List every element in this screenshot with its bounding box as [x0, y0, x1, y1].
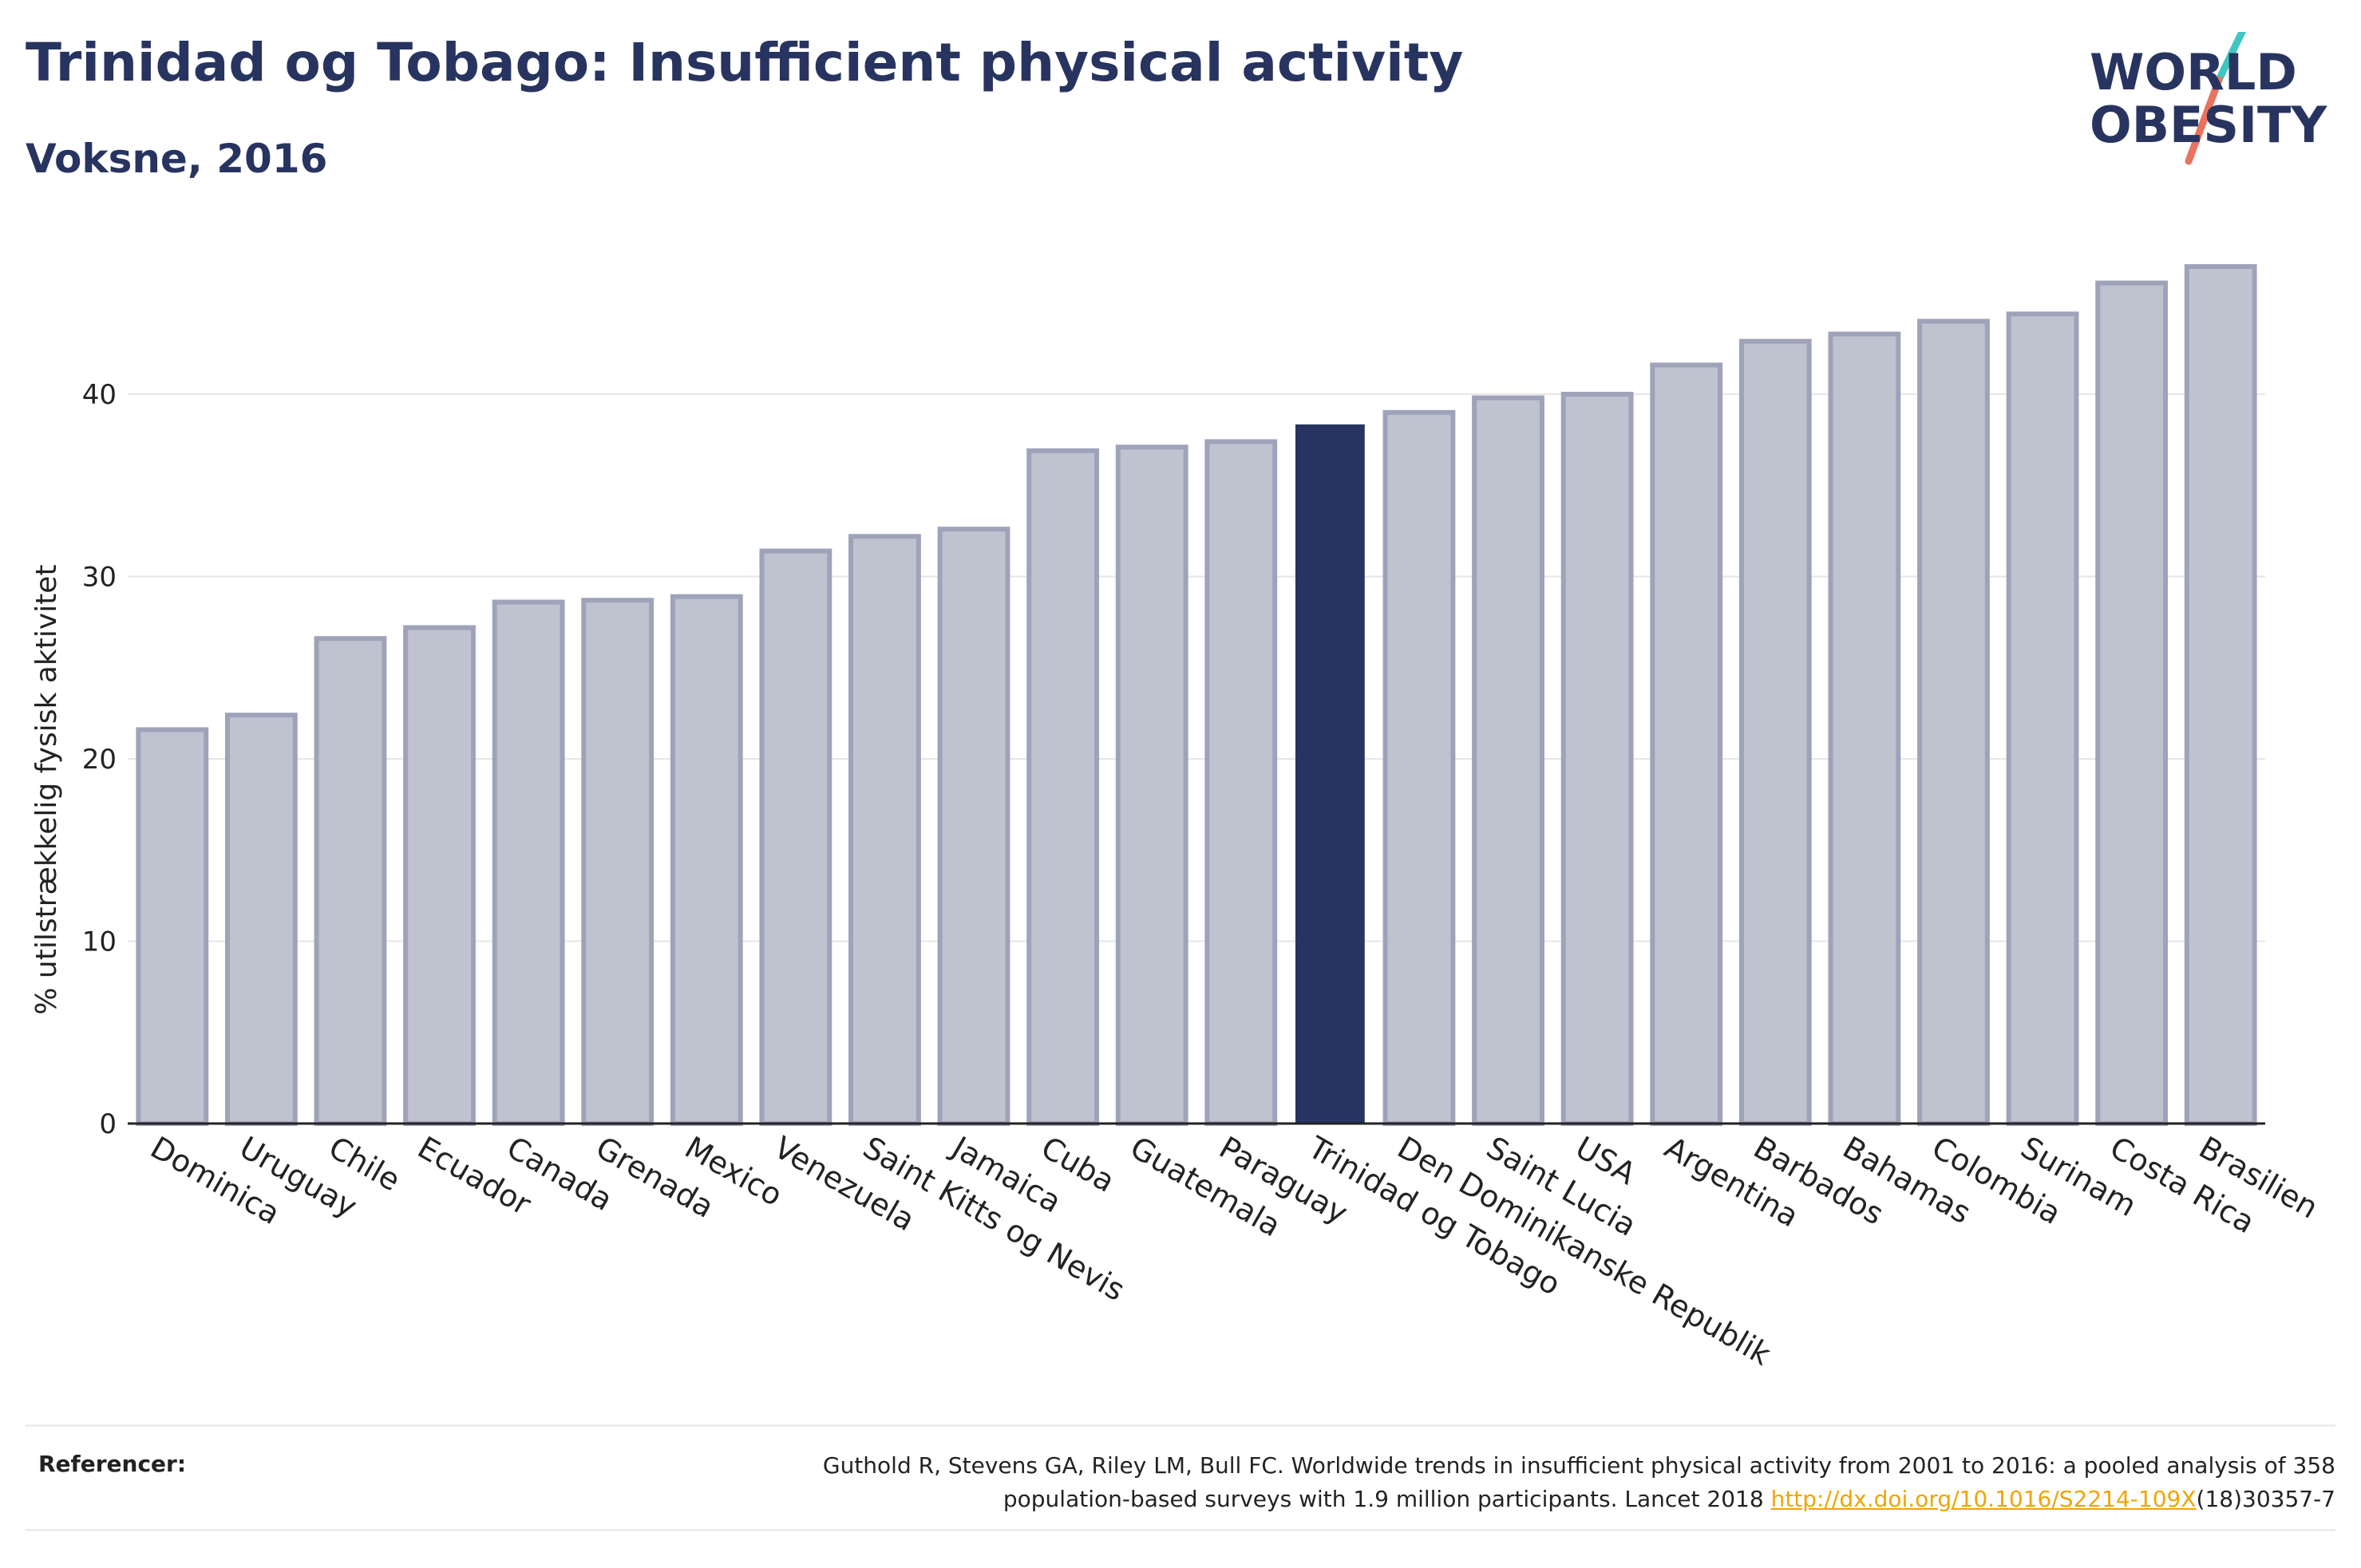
bar-barbados	[1738, 338, 1812, 1126]
chart-subtitle: Voksne, 2016	[26, 136, 328, 182]
bar-dominica	[136, 727, 209, 1126]
logo-text-obesity: OBESITY	[2090, 96, 2327, 154]
chart-title: Trinidad og Tobago: Insufficient physica…	[26, 32, 1464, 93]
reference-citation-part2: population-based surveys with 1.9 millio…	[1003, 1486, 1771, 1512]
bar-jamaica	[937, 527, 1010, 1126]
bar-mexico	[670, 594, 743, 1126]
bars	[136, 264, 2257, 1127]
bar-venezuela	[759, 548, 832, 1126]
world-obesity-logo: WORLD OBESITY	[2090, 32, 2327, 165]
references-footer: Referencer: Guthold R, Stevens GA, Riley…	[26, 1424, 2335, 1531]
bar-costa-rica	[2095, 280, 2169, 1126]
bar-grenada	[581, 598, 655, 1126]
reference-doi-link[interactable]: http://dx.doi.org/10.1016/S2214-109X	[1770, 1486, 2197, 1512]
reference-citation-part3: (18)30357-7	[2196, 1486, 2335, 1512]
y-axis-label: % utilstrækkelig fysisk aktivitet	[30, 564, 63, 1014]
y-tick-label: 30	[82, 562, 117, 594]
bar-brasilien	[2184, 264, 2257, 1126]
logo-text-world: WORLD	[2090, 43, 2297, 101]
bar-surinam	[2006, 311, 2079, 1126]
y-tick-label: 0	[99, 1108, 117, 1140]
bar-trinidad-og-tobago	[1295, 424, 1365, 1124]
bar-paraguay	[1204, 439, 1278, 1126]
y-tick-label: 10	[82, 926, 117, 958]
bar-saint-kitts-og-nevis	[848, 534, 921, 1126]
references-label: Referencer:	[38, 1451, 187, 1477]
y-axis-ticks: 0 10 20 30 40	[82, 379, 117, 1140]
bar-usa	[1560, 392, 1634, 1126]
bar-guatemala	[1115, 444, 1188, 1126]
bar-den-dominikanske-republik	[1382, 409, 1456, 1126]
bar-canada	[492, 599, 565, 1126]
bar-chile	[314, 636, 387, 1126]
bar-bahamas	[1828, 331, 1901, 1127]
bar-saint-lucia	[1472, 395, 1544, 1126]
bar-ecuador	[403, 625, 476, 1126]
reference-citation-part1: Guthold R, Stevens GA, Riley LM, Bull FC…	[822, 1452, 2335, 1479]
references-text: Guthold R, Stevens GA, Riley LM, Bull FC…	[595, 1449, 2335, 1516]
logo-coral-stroke	[2185, 76, 2223, 165]
bar-cuba	[1026, 448, 1100, 1126]
logo-teal-stroke	[2215, 32, 2247, 84]
grid-lines	[128, 393, 2265, 942]
bar-uruguay	[224, 713, 298, 1126]
y-tick-label: 40	[82, 379, 117, 411]
bar-argentina	[1650, 362, 1723, 1126]
bar-colombia	[1917, 318, 1990, 1127]
y-tick-label: 20	[82, 744, 117, 776]
